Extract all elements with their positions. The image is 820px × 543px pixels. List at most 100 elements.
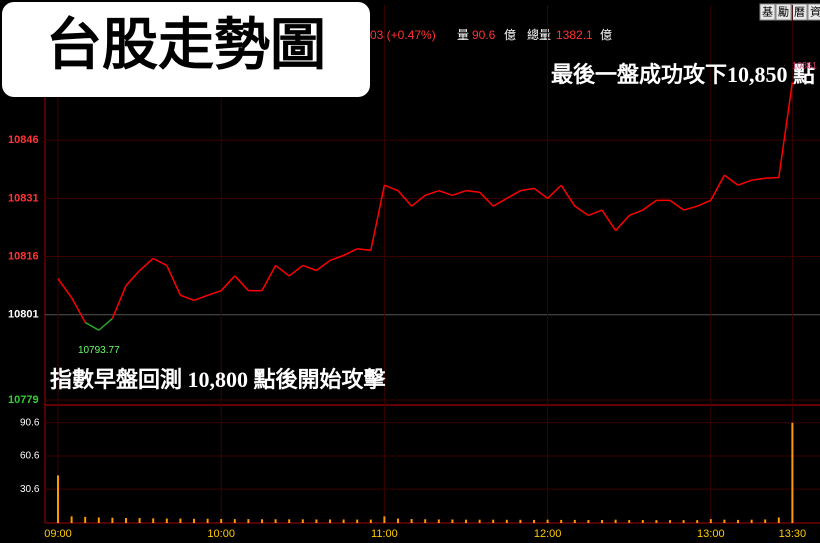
high-label: 10861 — [792, 61, 817, 71]
volume-bar — [505, 519, 508, 523]
price-segment — [98, 317, 113, 331]
button[interactable] — [759, 3, 776, 21]
volume-bar — [84, 516, 87, 523]
volume-bar — [601, 520, 603, 523]
price-segment — [207, 289, 222, 297]
volume-bar — [165, 518, 168, 523]
volume-bar — [750, 519, 753, 523]
volume-bar — [97, 517, 100, 523]
volume-bar — [220, 519, 223, 523]
price-segment — [193, 294, 208, 302]
price-segment — [560, 184, 576, 207]
volume-bar — [424, 519, 427, 523]
volume-bar — [397, 518, 399, 523]
price-segment — [492, 197, 508, 207]
price-segment — [70, 297, 86, 323]
y-tick-label: 30.6 — [20, 484, 40, 495]
price-segment — [424, 189, 440, 197]
volume-bar — [111, 517, 114, 523]
price-segment — [669, 199, 685, 211]
button[interactable] — [775, 3, 792, 21]
volume-bar — [655, 520, 658, 523]
price-segment — [574, 205, 589, 217]
volume-bar — [383, 516, 386, 523]
volume-bar — [628, 520, 631, 523]
volume-bar — [587, 520, 590, 523]
button-label: 勵 — [778, 5, 789, 18]
volume-bar — [709, 519, 712, 523]
volume-bar — [274, 519, 277, 523]
price-segment — [343, 248, 358, 257]
change-text: 03 (+0.47%) — [370, 28, 436, 42]
volume-bar — [369, 519, 372, 523]
volume-bar — [410, 519, 413, 523]
price-segment — [696, 199, 712, 207]
volume-bar — [641, 520, 644, 523]
price-segment — [479, 191, 494, 207]
volume-bar — [193, 518, 195, 523]
low-label: 10793.77 — [78, 345, 120, 356]
volume-bar — [478, 519, 481, 523]
volume-bar — [315, 519, 318, 523]
price-segment — [302, 264, 317, 272]
price-segment — [506, 190, 521, 200]
volume-bar — [723, 519, 726, 523]
y-tick-label: 10816 — [8, 250, 39, 262]
volume-bar — [791, 422, 794, 523]
y-tick-label: 60.6 — [20, 451, 40, 462]
volume-bar — [451, 519, 454, 523]
page-title: 台股走勢圖 — [46, 15, 326, 77]
price-segment — [615, 214, 630, 232]
volume-bar — [437, 519, 440, 523]
volume-unit: 億 — [504, 28, 516, 42]
price-segment — [751, 177, 766, 181]
volume-value: 90.6 — [472, 28, 496, 42]
volume-bar — [301, 519, 304, 523]
button-label: 基 — [762, 5, 773, 18]
volume-bar — [342, 519, 345, 523]
y-tick-label: 10831 — [8, 192, 39, 204]
price-segment — [84, 321, 100, 331]
volume-bar — [764, 519, 767, 523]
price-segment — [384, 184, 399, 192]
price-segment — [683, 205, 698, 211]
volume-bar — [614, 519, 617, 523]
volume-bar — [288, 519, 291, 523]
price-segment — [710, 174, 726, 201]
volume-bar — [179, 518, 182, 523]
volume-bar — [261, 519, 263, 523]
volume-bar — [669, 520, 671, 523]
price-segment — [329, 254, 344, 262]
volume-bar — [233, 519, 236, 523]
volume-bar — [70, 516, 73, 523]
price-segment — [234, 275, 249, 292]
volume-bar — [560, 519, 563, 523]
price-segment — [737, 179, 752, 186]
volume-bar — [777, 517, 780, 523]
volume-bar — [329, 519, 331, 523]
price-segment — [166, 265, 182, 296]
button-label: 曆 — [794, 5, 805, 18]
volume-bar — [356, 519, 359, 523]
y-tick-label: 10801 — [8, 309, 39, 321]
price-segment — [125, 270, 141, 287]
price-segment — [261, 265, 277, 292]
volume-bar — [206, 518, 209, 523]
volume-bar — [682, 520, 685, 523]
price-segment — [765, 176, 779, 180]
price-segment — [533, 187, 549, 200]
volume-bar — [519, 519, 522, 523]
price-segment — [220, 275, 236, 292]
total-value: 1382.1 — [556, 28, 593, 42]
price-segment — [275, 264, 290, 277]
volume-bar — [152, 518, 155, 523]
button[interactable] — [807, 3, 820, 21]
price-segment — [628, 209, 644, 217]
price-segment — [723, 174, 739, 186]
price-segment — [547, 184, 562, 199]
x-tick-label: 13:30 — [779, 528, 807, 540]
x-tick-label: 10:00 — [207, 528, 235, 540]
title-box — [2, 2, 370, 97]
price-segment — [642, 199, 657, 211]
